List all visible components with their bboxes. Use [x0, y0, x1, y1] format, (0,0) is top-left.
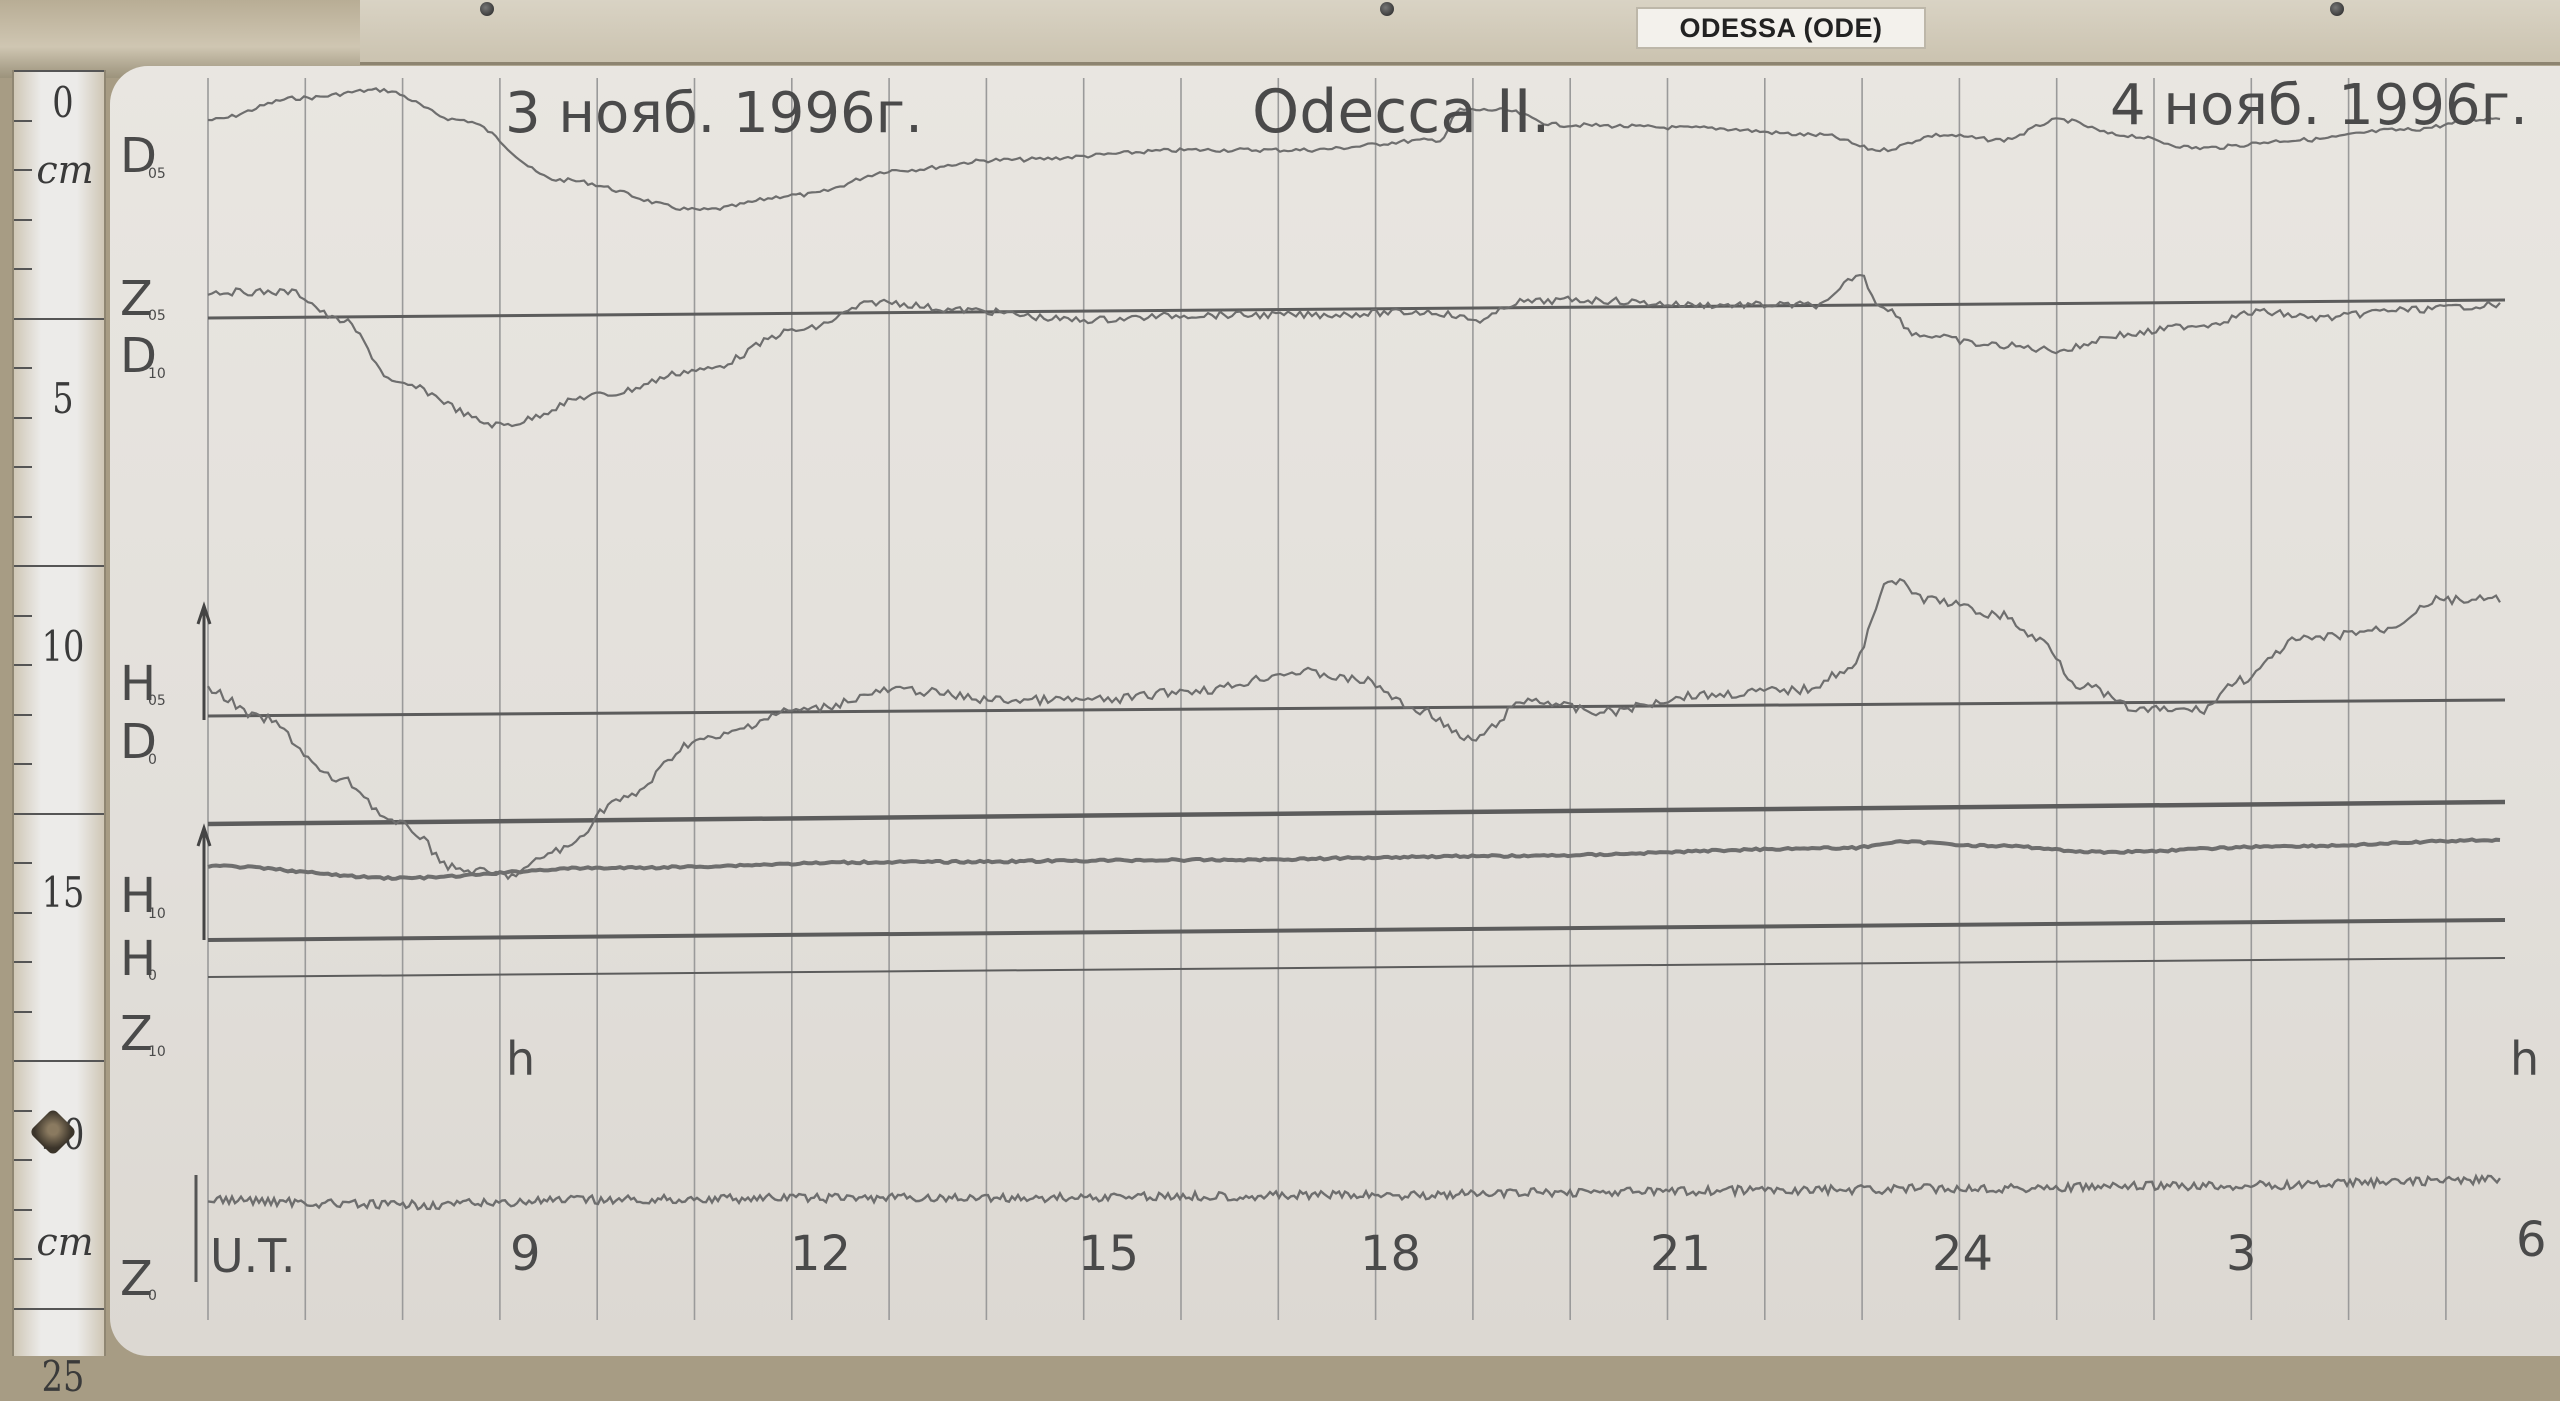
time-label: 18: [1360, 1226, 1421, 1282]
ruler-tick: [14, 763, 32, 765]
time-axis: U.T. 9 12 15 18 21 24 3 6: [194, 1175, 2547, 1283]
time-label: 12: [790, 1226, 851, 1282]
ruler-tick: [14, 1159, 32, 1161]
ruler-tick: [14, 1307, 104, 1310]
label-D05: D: [120, 128, 157, 184]
baseline-H05: [207, 698, 2506, 718]
magnetogram-chart: 3 нояб. 1996г. Odecca II. 4 нояб. 1996г.…: [120, 73, 2547, 1320]
arrow-head-icon: [196, 601, 212, 625]
ruler-tick: [14, 268, 32, 270]
ruler-number: 5: [52, 374, 74, 423]
time-axis-start-label: U.T.: [210, 1229, 296, 1283]
ruler-tick: [14, 70, 104, 72]
ruler-tick: [14, 862, 32, 864]
ruler-tick: [14, 317, 104, 320]
station-label: ODESSA (ODE): [1636, 7, 1926, 49]
label-H05: H: [120, 656, 156, 712]
ruler-tick: [14, 565, 104, 567]
time-label: 21: [1650, 1226, 1711, 1282]
sub-Z05: 05: [148, 308, 166, 324]
label-Z10: Z: [120, 1006, 153, 1062]
baseline-H0: [207, 918, 2506, 942]
ruler-tick: [14, 119, 32, 122]
trace-D05: [207, 87, 2501, 212]
baseline-Z10: [207, 957, 2506, 978]
ruler-number: 0: [52, 78, 74, 127]
ruler-tick: [14, 614, 32, 617]
ruler-tick: [14, 713, 32, 716]
pin-icon: [1380, 2, 1394, 16]
ruler-tick: [14, 664, 32, 666]
label-Z05: Z: [120, 271, 153, 327]
channel-labels: D 05 Z 05 D 10 H 05 D 0 H 10 H 0 Z 10 Z …: [120, 128, 166, 1307]
sub-Z10: 10: [148, 1044, 166, 1060]
ruler-tick: [14, 1208, 32, 1211]
sub-D05: 05: [148, 166, 166, 182]
pin-icon: [480, 2, 494, 16]
ruler-unit-top: cm: [36, 148, 94, 192]
label-Z0: Z: [120, 1251, 153, 1307]
ruler-tick: [14, 961, 32, 963]
ruler-tick: [14, 218, 32, 221]
label-H0: H: [120, 931, 156, 987]
time-label: 15: [1078, 1226, 1139, 1282]
magnetogram-paper: [110, 66, 2560, 1356]
sub-H10: 10: [148, 906, 166, 922]
time-label: 6: [2516, 1212, 2547, 1268]
ruler-unit-bottom: cm: [36, 1220, 94, 1264]
ruler-tick: [14, 367, 32, 369]
pin-icon: [2330, 2, 2344, 16]
trace-H10: [207, 837, 2501, 881]
ruler-tick: [14, 1010, 32, 1013]
ruler-tick: [14, 466, 32, 468]
ruler-tick: [14, 169, 32, 171]
trace-Z0: [207, 1173, 2501, 1212]
ruler-tick: [14, 1258, 32, 1260]
acrylic-cover-strip: [360, 0, 2560, 65]
sub-Z0: 0: [148, 1288, 157, 1304]
time-label: 9: [510, 1226, 541, 1282]
label-D10: D: [120, 328, 157, 384]
arrow-head-icon: [196, 823, 212, 847]
traces: [207, 87, 2501, 1212]
ruler-tick: [14, 416, 32, 419]
trace-Z05: [207, 273, 2501, 429]
hour-marker-right: h: [2510, 1032, 2539, 1086]
ruler-tick: [14, 911, 32, 914]
ruler-number: 10: [41, 622, 85, 671]
ruler-number: 15: [41, 868, 85, 917]
ruler-tick: [14, 1109, 32, 1112]
ruler-tick: [14, 515, 32, 518]
sub-H05: 05: [148, 693, 166, 709]
ruler-tick: [14, 812, 104, 815]
label-D0: D: [120, 714, 157, 770]
sub-D0: 0: [148, 752, 157, 768]
ruler-number: 25: [41, 1352, 85, 1401]
hour-marker-left: h: [506, 1032, 535, 1086]
baseline-Z05: [207, 298, 2506, 320]
sub-D10: 10: [148, 366, 166, 382]
date-right: 4 нояб. 1996г.: [2110, 73, 2528, 138]
date-left: 3 нояб. 1996г.: [505, 81, 923, 146]
time-label: 24: [1932, 1226, 1993, 1282]
backing-board: [0, 0, 2560, 78]
baseline-D0: [207, 799, 2506, 827]
trace-H05: [207, 577, 2501, 881]
station-handwritten: Odecca II.: [1252, 77, 1551, 147]
ruler-tick: [14, 1060, 104, 1062]
baselines: [207, 298, 2506, 978]
hour-grid: [207, 78, 2447, 1320]
label-H10: H: [120, 868, 156, 924]
sub-H0: 0: [148, 968, 157, 984]
time-label: 3: [2226, 1226, 2257, 1282]
